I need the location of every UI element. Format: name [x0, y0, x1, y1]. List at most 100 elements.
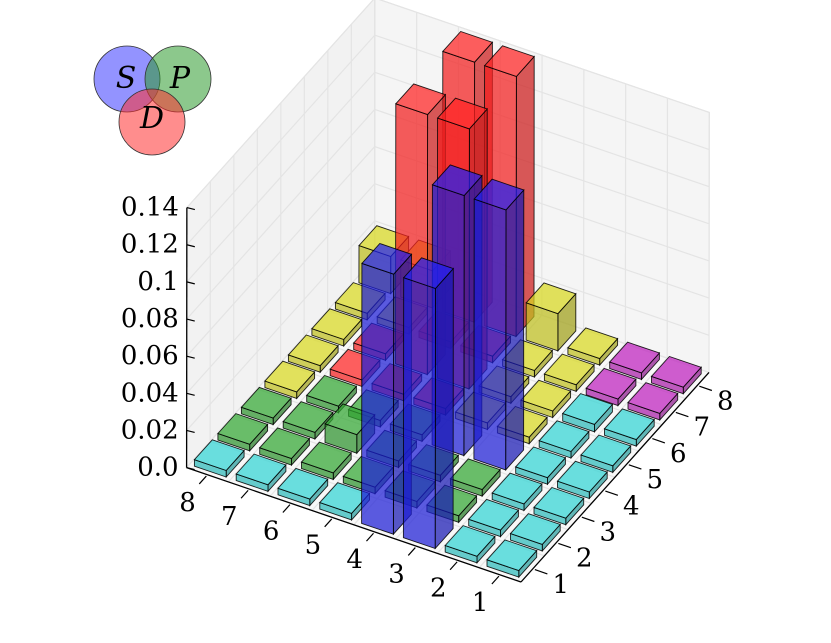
y-tick-label: 4	[623, 491, 640, 521]
y-tick-label: 6	[670, 439, 687, 469]
bar-8-3	[240, 386, 292, 426]
z-tick-mark	[186, 318, 195, 322]
x-tick-mark	[324, 518, 333, 528]
bar-7-2	[258, 427, 311, 467]
bar-6-2	[300, 441, 352, 481]
grid-line-z-left	[186, 183, 376, 394]
z-tick-label: 0.08	[121, 304, 179, 334]
x-tick-mark	[491, 575, 500, 585]
bar-face-top	[258, 427, 311, 460]
z-tick-mark	[186, 355, 195, 359]
bar-face-top	[217, 413, 269, 445]
bar-8-1	[193, 439, 245, 479]
bar-6-1	[277, 467, 329, 507]
bar-1-4	[556, 460, 608, 500]
bar-face-top	[491, 472, 543, 505]
bar-2-8	[608, 341, 661, 381]
bar-3-4	[473, 178, 525, 472]
bar-2-7	[585, 367, 637, 407]
x-tick-label: 2	[430, 574, 447, 604]
bar-1-1	[486, 539, 538, 579]
bar-face-top	[473, 178, 525, 211]
axis-lines	[185, 207, 710, 583]
z-tick-mark	[186, 467, 195, 471]
bar-face-top	[650, 355, 702, 388]
bar-face-side	[402, 277, 436, 550]
y-tick-label: 5	[646, 465, 663, 495]
bar-8-6	[311, 308, 363, 348]
bar-face-top	[483, 45, 535, 78]
grid-line-z-left	[186, 0, 374, 209]
venn-label-p: P	[169, 61, 191, 96]
y-tick-mark	[605, 490, 619, 496]
bar-face-top	[442, 30, 494, 63]
z-tick-label: 0.04	[121, 378, 179, 408]
z-tick-label: 0.1	[137, 267, 178, 297]
bar-face-top	[395, 83, 447, 116]
tick-labels: 12345678123456780.00.020.040.060.080.10.…	[121, 193, 734, 618]
bar-3-6	[520, 379, 572, 419]
y-tick-label: 3	[599, 518, 616, 548]
y-tick-mark	[652, 438, 666, 444]
x-tick-mark	[282, 504, 291, 513]
bar-2-3	[491, 472, 543, 512]
venn-circle-d	[118, 88, 186, 156]
venn-legend: S PD	[93, 45, 212, 156]
bar-face-side	[361, 262, 395, 535]
x-tick-mark	[240, 489, 249, 499]
y-axis-line	[520, 371, 710, 583]
z-tick-label: 0.02	[121, 415, 179, 445]
bar-face-front	[434, 267, 454, 550]
bar-7-3	[282, 401, 334, 441]
x-tick-label: 5	[305, 531, 322, 561]
bar-face-top	[533, 486, 585, 519]
bar-face-top	[580, 434, 632, 467]
bar-face-top	[538, 420, 590, 453]
x-tick-mark	[449, 561, 458, 571]
z-tick-label: 0.0	[137, 453, 178, 483]
bar-8-2	[217, 413, 269, 452]
z-tick-label: 0.14	[121, 193, 179, 223]
bar-face-top	[449, 458, 501, 491]
bar-1-8	[650, 355, 702, 395]
x-tick-label: 1	[472, 588, 489, 618]
grid-line-z-left	[186, 146, 376, 357]
bar-face-top	[585, 367, 637, 400]
bar-1-6	[603, 408, 655, 448]
grid-line-z-right	[374, 34, 710, 151]
x-tick-mark	[198, 475, 207, 485]
grid-line-z-left	[186, 34, 376, 246]
bar-face-top	[627, 382, 679, 414]
bar-face-top	[525, 282, 577, 315]
x-tick-mark	[407, 547, 416, 556]
z-tick-label: 0.12	[121, 230, 179, 260]
y-tick-mark	[534, 569, 548, 575]
grid-line-z-left	[186, 71, 376, 283]
bar-face-top	[444, 525, 496, 557]
bar-2-4	[514, 446, 567, 486]
bar-face-top	[486, 539, 538, 572]
bar-face-top	[300, 441, 352, 474]
y-tick-mark	[581, 516, 595, 523]
bar-2-2	[467, 498, 520, 538]
x-tick-mark	[366, 532, 374, 542]
bar-4-8	[525, 282, 577, 352]
z-tick-mark	[186, 207, 196, 211]
bar-5-1	[319, 482, 371, 522]
bar-face-top	[509, 513, 561, 545]
bar-2-5	[538, 420, 590, 460]
bar-face-top	[305, 374, 358, 407]
venn-label-d: D	[139, 101, 164, 136]
bar-face-top	[561, 393, 614, 425]
bar-8-5	[287, 334, 339, 374]
y-tick-mark	[558, 542, 572, 549]
grid-line-z-left	[186, 257, 376, 469]
z-tick-mark	[186, 429, 195, 434]
bar-face-top	[193, 439, 245, 472]
x-tick-label: 7	[221, 502, 238, 532]
bar-face-top	[287, 334, 339, 367]
bar-2-6	[561, 393, 614, 433]
y-tick-label: 8	[717, 387, 734, 417]
bar-face-top	[603, 408, 655, 441]
